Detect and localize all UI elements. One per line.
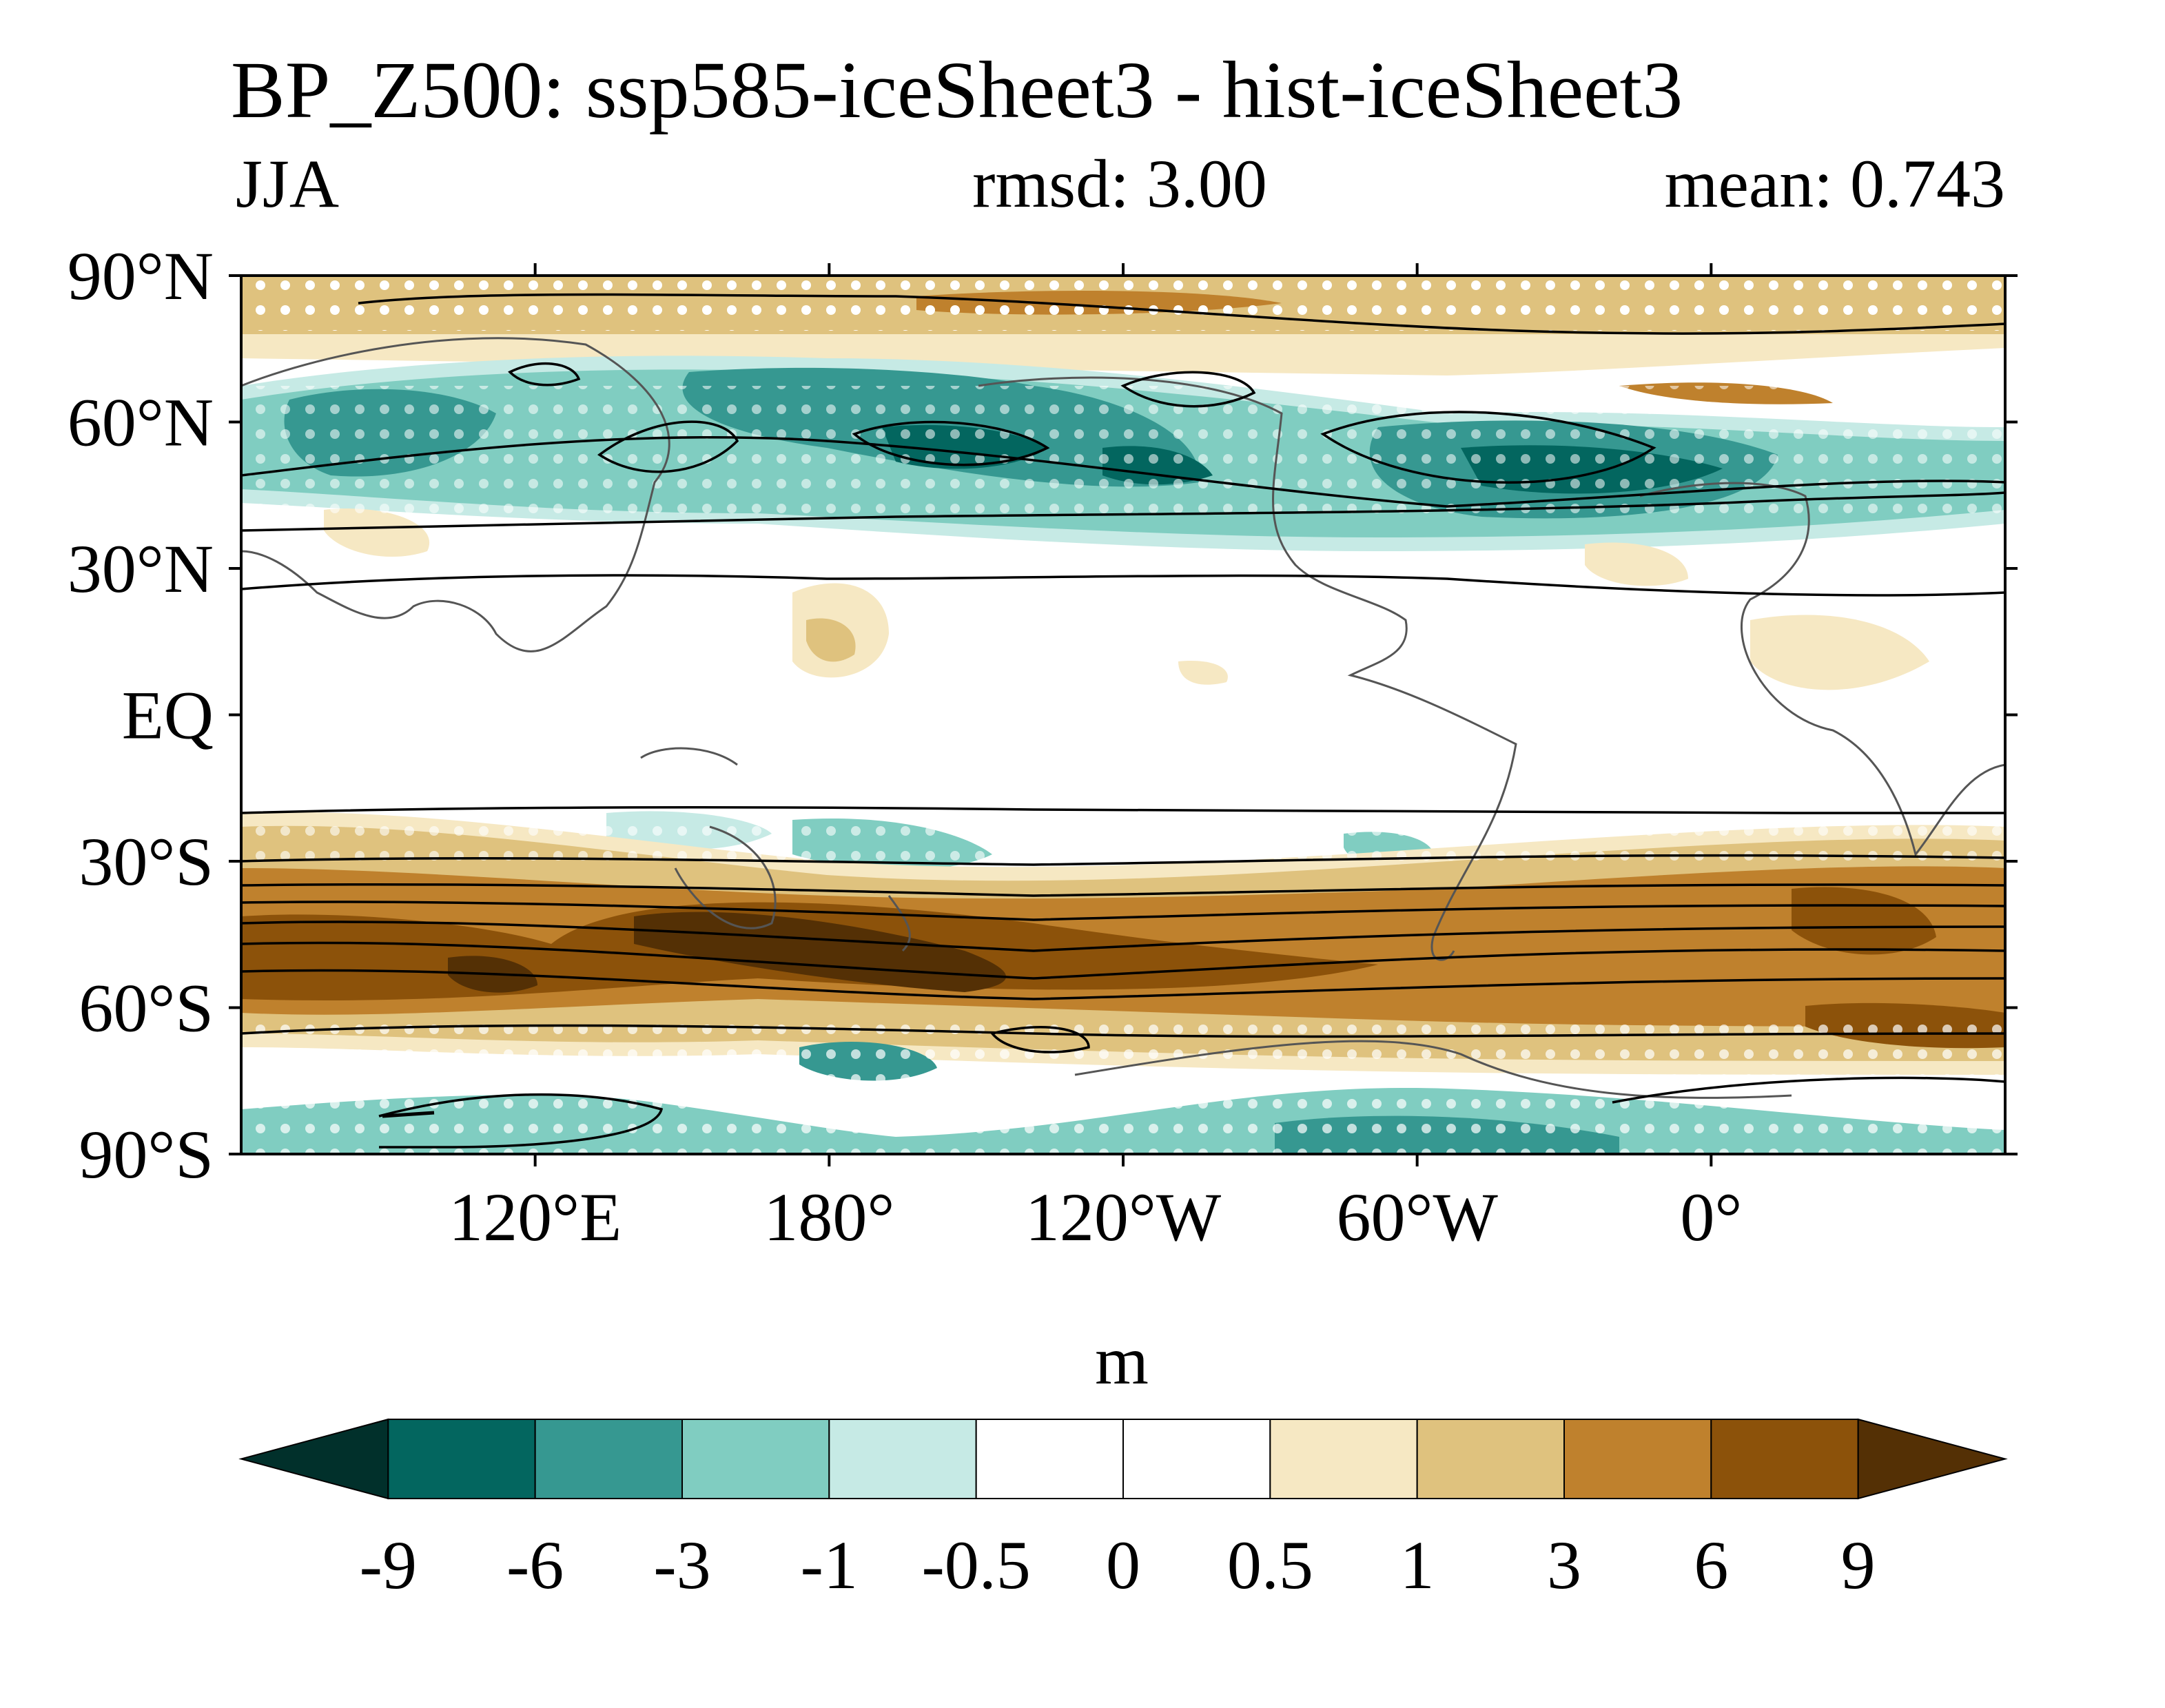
lat-tick-label-5: 60°S <box>79 970 214 1047</box>
contour-fill-tropic-1-core <box>806 618 856 662</box>
contour-line-closed-1 <box>597 420 739 473</box>
colorbar: -9 -6 -3 -1 -0.5 0 0.5 1 3 6 9 <box>238 1418 2008 1603</box>
lat-tick-label-2: 30°N <box>68 531 214 607</box>
colorbar-box-1 <box>387 1419 536 1499</box>
colorbar-label-4: -0.5 <box>922 1527 1031 1603</box>
lon-tick-label-0: 120°E <box>449 1179 622 1255</box>
subtitle-right: mean: 0.743 <box>1665 145 2005 222</box>
subtitle-left: JJA <box>236 145 339 222</box>
contour-fill-tropic-3 <box>1750 615 1929 690</box>
contour-line-arctic <box>358 293 2005 335</box>
contour-fill-arctic-light <box>241 334 2005 375</box>
latitude-axis: 90°N 60°N 30°N EQ 30°S 60°S 90°S <box>68 238 2018 1193</box>
contour-line-sh-3 <box>241 883 2005 897</box>
contour-line-sh-7 <box>241 969 2005 1000</box>
lat-tick-label-6: 90°S <box>79 1116 214 1193</box>
contour-line-sh-6 <box>241 941 2005 980</box>
subtitle-center: rmsd: 3.00 <box>972 145 1267 222</box>
colorbar-box-7 <box>1269 1419 1418 1499</box>
colorbar-label-1: -6 <box>506 1527 564 1603</box>
colorbar-box-2 <box>534 1419 684 1499</box>
stipple-sh-subtropics <box>241 813 2005 875</box>
line-contours <box>241 293 2005 1149</box>
colorbar-label-6: 0.5 <box>1227 1527 1313 1603</box>
contour-line-sh-4 <box>241 901 2005 921</box>
lon-tick-label-4: 0° <box>1680 1179 1742 1255</box>
colorbar-label-2: -3 <box>653 1527 710 1603</box>
contour-line-nh-3 <box>241 435 2005 508</box>
contour-line-closed-4 <box>1120 371 1256 408</box>
lat-tick-label-1: 60°N <box>68 384 214 461</box>
colorbar-box-5 <box>975 1419 1124 1499</box>
longitude-axis: 120°E 180° 120°W 60°W 0° <box>449 263 1742 1255</box>
contour-line-closed-6 <box>989 1026 1090 1053</box>
lat-tick-label-3: EQ <box>122 677 214 754</box>
colorbar-label-7: 1 <box>1400 1527 1435 1603</box>
colorbar-box-9 <box>1563 1419 1712 1499</box>
colorbar-arrow-high <box>1857 1418 2008 1500</box>
map-panel <box>240 274 2007 1155</box>
contour-line-antarctic-2 <box>1612 1076 2005 1104</box>
stipple-antarctic <box>241 1020 2005 1154</box>
stipple-arctic <box>241 276 2005 331</box>
colorbar-label-8: 3 <box>1547 1527 1581 1603</box>
colorbar-label-0: -9 <box>360 1527 417 1603</box>
colorbar-label-5: 0 <box>1106 1527 1140 1603</box>
contour-line-antarctic-3 <box>382 1111 435 1118</box>
contour-fill-tropic-5 <box>1178 661 1228 685</box>
lat-tick-label-4: 30°S <box>79 823 214 900</box>
contour-line-sh-1 <box>241 805 2005 814</box>
contour-line-nh-2 <box>241 491 2005 532</box>
colorbar-box-3 <box>681 1419 830 1499</box>
colorbar-units: m <box>1095 1322 1149 1399</box>
map-field <box>241 276 2005 1154</box>
contour-line-antarctic-1 <box>378 1093 664 1149</box>
contour-line-closed-3 <box>1320 411 1656 484</box>
contour-fill-atlantic-pos-9 <box>1792 887 1936 955</box>
coastlines <box>241 337 2005 1099</box>
colorbar-label-10: 9 <box>1841 1527 1876 1603</box>
contour-fill-tropic-2 <box>1585 542 1688 586</box>
figure-title: BP_Z500: ssp585-iceSheet3 - hist-iceShee… <box>231 45 1683 135</box>
colorbar-box-6 <box>1122 1419 1271 1499</box>
contour-line-sh-5 <box>241 920 2005 952</box>
colorbar-label-3: -1 <box>801 1527 858 1603</box>
lon-tick-label-2: 120°W <box>1025 1179 1222 1255</box>
contour-line-sh-8 <box>241 1024 2005 1038</box>
lon-tick-label-1: 180° <box>763 1179 894 1255</box>
contour-fill-tropic-4 <box>324 508 430 557</box>
colorbar-box-8 <box>1416 1419 1566 1499</box>
colorbar-label-9: 6 <box>1694 1527 1728 1603</box>
colorbar-box-4 <box>828 1419 977 1499</box>
lon-tick-label-3: 60°W <box>1336 1179 1498 1255</box>
contour-line-closed-2 <box>852 420 1050 466</box>
contour-line-sh-2 <box>241 854 2005 866</box>
contour-line-nh-1 <box>241 574 2005 597</box>
colorbar-box-10 <box>1710 1419 1859 1499</box>
lat-tick-label-0: 90°N <box>68 238 214 314</box>
contour-line-closed-5 <box>508 362 581 387</box>
colorbar-arrow-low <box>238 1418 389 1500</box>
stipple-nh <box>241 386 2005 517</box>
